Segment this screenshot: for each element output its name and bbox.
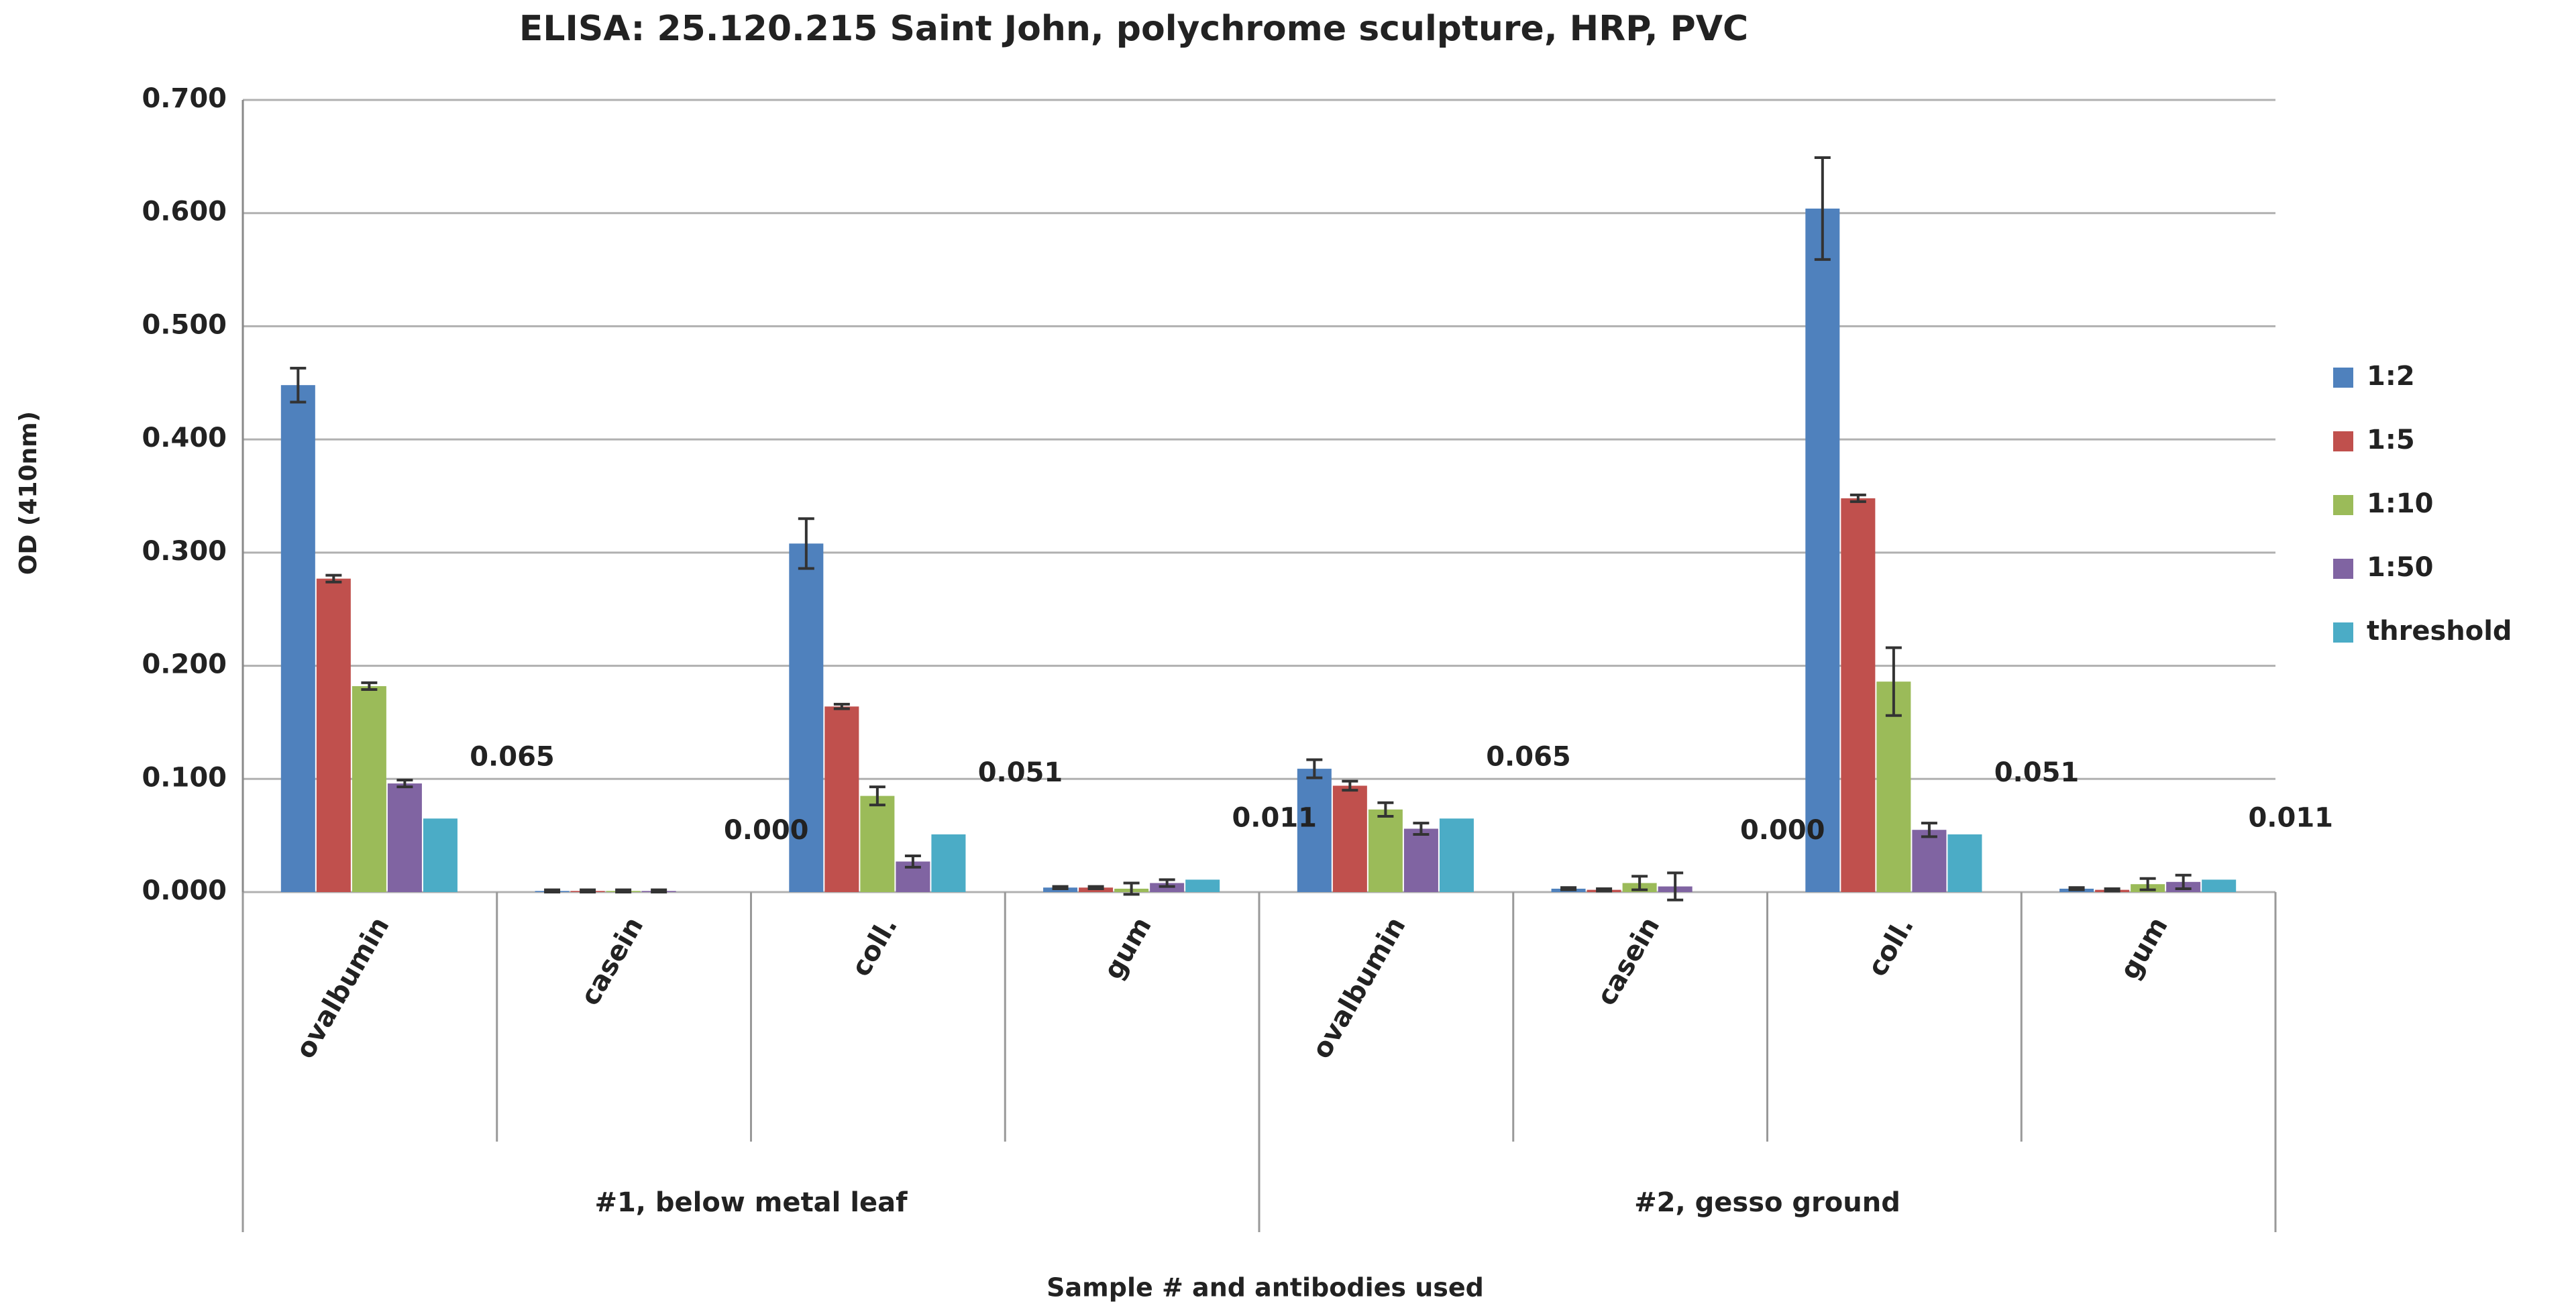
bar [1297, 769, 1332, 892]
error-bar [1560, 886, 1577, 891]
x-tick-label: ovalbumin [290, 912, 395, 1064]
error-bar [580, 888, 596, 893]
bar [1947, 834, 1982, 892]
error-bar [1087, 885, 1104, 890]
data-label: 0.051 [978, 757, 1063, 788]
error-bar [1377, 801, 1394, 818]
error-bar [1849, 493, 1866, 503]
error-bar [833, 702, 850, 710]
bar [352, 686, 386, 892]
y-tick-label: 0.500 [142, 309, 227, 340]
legend-swatch [2333, 431, 2353, 451]
y-tick-label: 0.400 [142, 423, 227, 453]
bar [1805, 208, 1840, 893]
error-bar [2175, 873, 2192, 890]
error-bar [2068, 886, 2085, 891]
y-tick-label: 0.100 [142, 762, 227, 793]
bar [1439, 818, 1474, 892]
bar [824, 706, 859, 892]
bar [789, 543, 824, 892]
x-tick-label: casein [1591, 912, 1666, 1011]
group-label: #2, gesso ground [1634, 1187, 1900, 1218]
error-bar [1159, 878, 1175, 888]
bar [387, 783, 422, 892]
legend-label: 1:50 [2367, 552, 2434, 583]
legend-swatch [2333, 622, 2353, 643]
bar [423, 818, 458, 892]
error-bar [798, 517, 814, 570]
data-label: 0.000 [1740, 815, 1825, 846]
bar [1185, 879, 1220, 892]
legend-swatch [2333, 495, 2353, 515]
y-tick-label: 0.300 [142, 536, 227, 567]
error-bar [1052, 885, 1069, 890]
x-axis-title: Sample # and antibodies used [1046, 1273, 1484, 1303]
bar [931, 834, 966, 892]
y-tick-label: 0.000 [142, 875, 227, 906]
error-bar [544, 888, 561, 893]
bar [860, 796, 895, 892]
error-bar [1631, 875, 1648, 891]
legend-swatch [2333, 368, 2353, 388]
data-label: 0.011 [1232, 802, 1317, 833]
x-tick-label: coll. [1862, 912, 1920, 982]
error-bar [1885, 646, 1902, 717]
legend-label: threshold [2367, 616, 2512, 647]
error-bar [1814, 156, 1831, 261]
error-bar [2139, 877, 2156, 891]
error-bar [869, 785, 885, 807]
bar [1332, 785, 1367, 892]
error-bar [396, 778, 413, 789]
data-label: 0.011 [2248, 802, 2333, 833]
bar [1403, 828, 1438, 892]
x-tick-label: ovalbumin [1306, 912, 1411, 1064]
y-tick-label: 0.200 [142, 649, 227, 680]
data-label: 0.065 [470, 741, 555, 772]
data-label: 0.051 [1994, 757, 2080, 788]
error-bar [361, 681, 378, 691]
bar [1368, 809, 1403, 892]
error-bar [615, 888, 632, 893]
error-bar [1667, 871, 1684, 901]
x-tick-label: gum [2114, 912, 2174, 985]
error-bar [325, 573, 342, 584]
legend-swatch [2333, 559, 2353, 579]
error-bar [1342, 779, 1358, 792]
error-bar [1921, 822, 1937, 838]
bar [2202, 879, 2237, 892]
y-tick-label: 0.600 [142, 197, 227, 227]
y-tick-label: 0.700 [142, 83, 227, 114]
error-bar [1596, 887, 1613, 893]
error-bar [1413, 822, 1430, 836]
group-label: #1, below metal leaf [594, 1187, 908, 1218]
x-tick-label: casein [575, 912, 650, 1011]
chart-title: ELISA: 25.120.215 Saint John, polychrome… [519, 9, 1748, 49]
data-label: 0.000 [724, 815, 809, 846]
error-bar [651, 888, 667, 893]
error-bar [904, 855, 921, 869]
x-tick-label: coll. [845, 912, 904, 982]
error-bar [1306, 758, 1323, 779]
bar [280, 385, 315, 892]
bar [316, 578, 351, 892]
x-tick-label: gum [1098, 912, 1158, 985]
error-bar [1123, 881, 1140, 896]
error-bar [290, 366, 307, 404]
error-bar [2104, 887, 2121, 893]
bar [1912, 830, 1947, 892]
legend-label: 1:5 [2367, 425, 2415, 455]
data-label: 0.065 [1486, 741, 1571, 772]
y-axis-title: OD (410nm) [15, 411, 42, 575]
legend-label: 1:2 [2367, 361, 2415, 392]
bar [1841, 498, 1876, 892]
legend-label: 1:10 [2367, 488, 2434, 519]
